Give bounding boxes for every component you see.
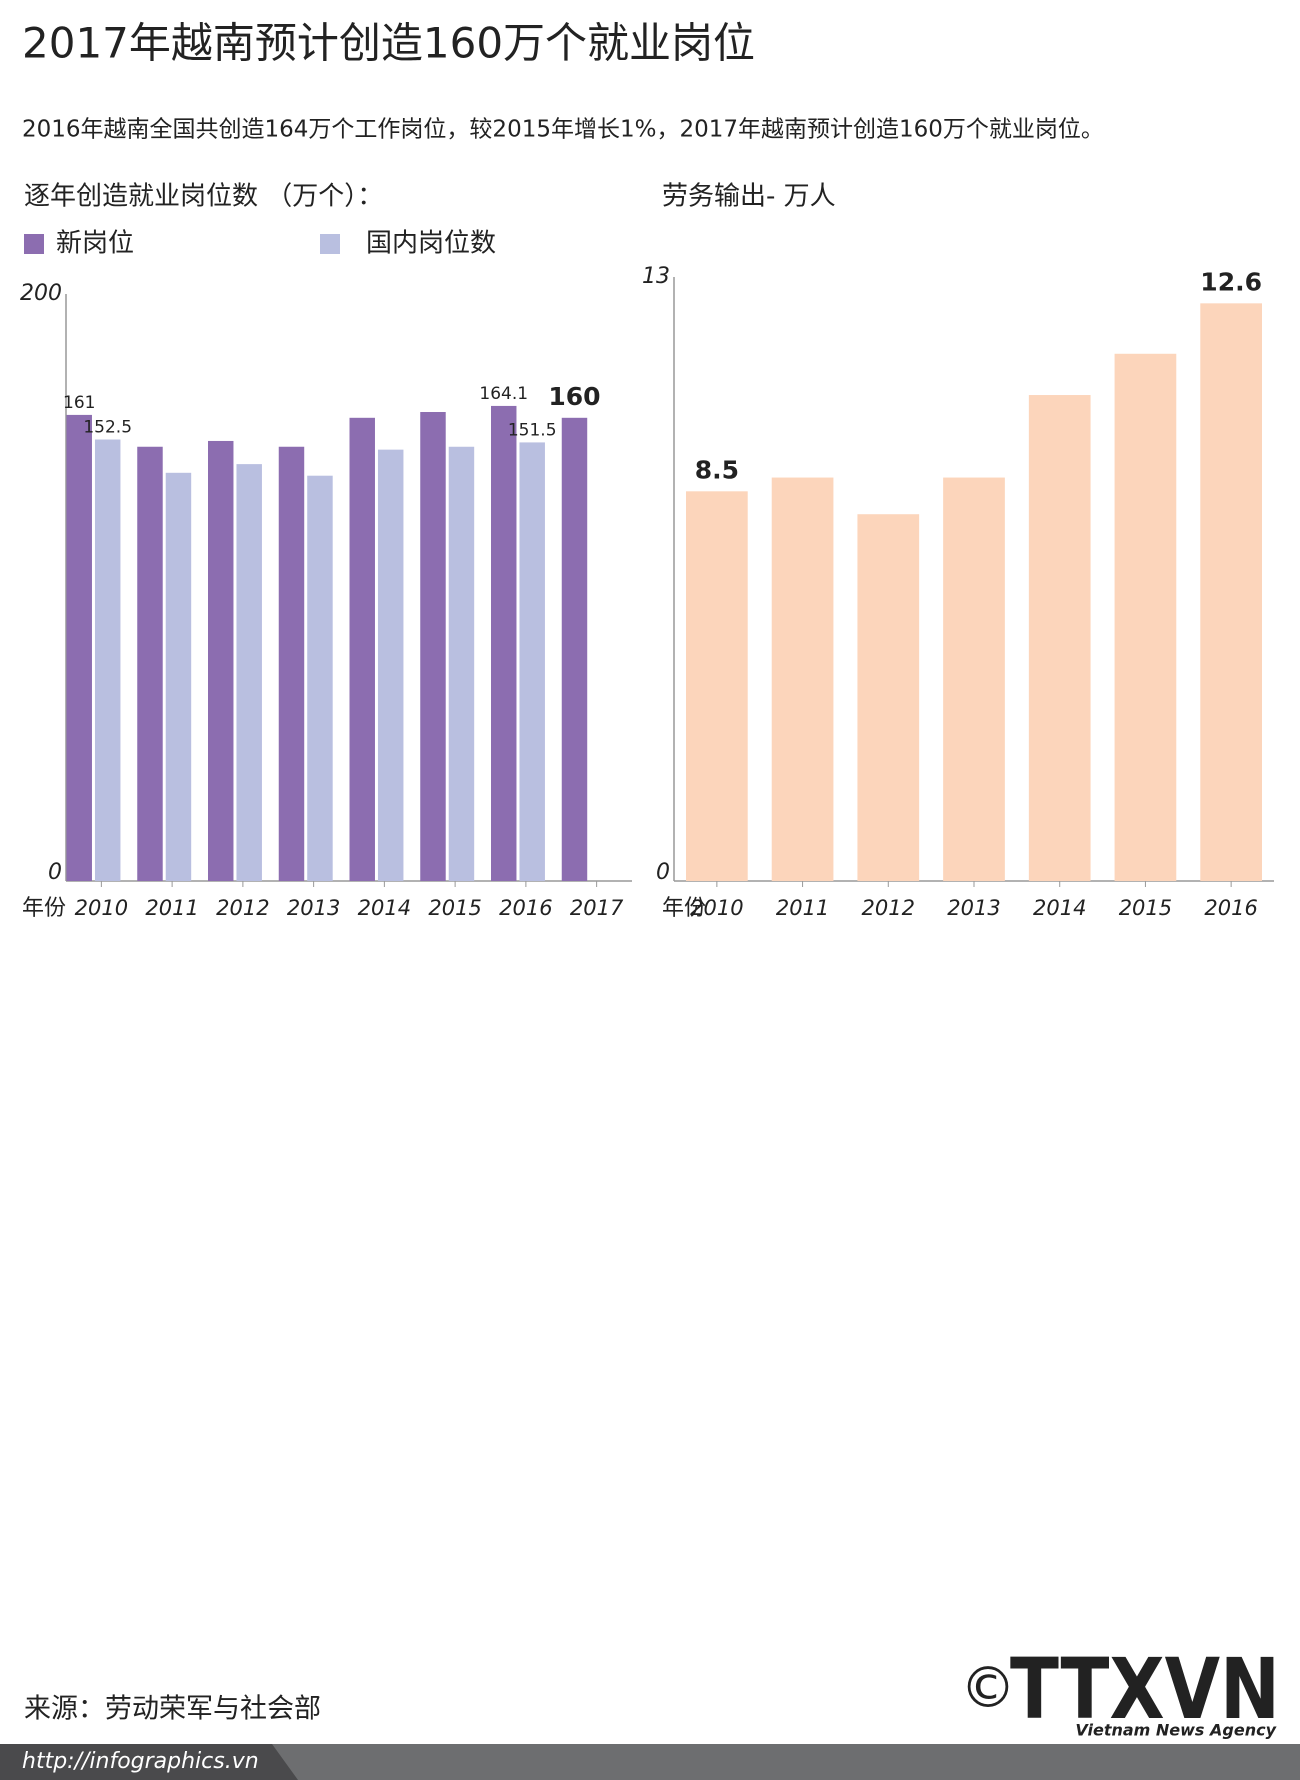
x-tick-label: 2011 <box>145 896 198 920</box>
x-tick-label: 2017 <box>570 896 624 920</box>
chart-title: 劳务输出- 万人 <box>662 182 836 212</box>
bar <box>278 446 305 881</box>
logo: TTXVN <box>1010 1640 1280 1738</box>
value-label: 152.5 <box>83 418 132 438</box>
bar <box>491 405 517 881</box>
x-tick-label: 2010 <box>75 896 128 920</box>
bar <box>771 477 834 881</box>
bar <box>94 439 121 881</box>
source: 来源：劳动荣军与社会部 <box>24 1694 321 1725</box>
page-title: 2017年越南预计创造160万个就业岗位 <box>22 19 755 68</box>
bar <box>519 442 545 881</box>
y-tick-label: 200 <box>20 281 62 306</box>
footer-url[interactable]: http://infographics.vn <box>22 1749 259 1774</box>
bar <box>66 414 92 881</box>
x-tick-label: 2013 <box>287 896 340 920</box>
bar <box>236 464 262 881</box>
x-tick-label: 2014 <box>358 896 411 920</box>
bar <box>165 472 192 881</box>
bar <box>1200 303 1262 881</box>
bar <box>307 475 333 881</box>
y-tick-label: 0 <box>656 860 670 885</box>
value-label: 161 <box>63 393 95 413</box>
x-axis-label: 年份 <box>662 896 706 921</box>
legend-label: 新岗位 <box>56 229 134 259</box>
copyright: © <box>960 1656 1016 1721</box>
legend-swatch <box>24 234 44 254</box>
x-tick-label: 2012 <box>216 896 269 920</box>
value-label: 8.5 <box>695 455 739 484</box>
bar <box>208 440 234 881</box>
x-axis-label: 年份 <box>22 896 66 921</box>
x-tick-label: 2016 <box>1204 896 1257 920</box>
value-label: 160 <box>548 382 600 411</box>
legend-label: 国内岗位数 <box>366 229 496 259</box>
bar <box>377 449 404 881</box>
x-tick-label: 2011 <box>776 896 829 920</box>
value-label: 12.6 <box>1200 267 1262 296</box>
bar <box>349 417 375 881</box>
footer-tab <box>0 1744 298 1780</box>
x-tick-label: 2014 <box>1033 896 1086 920</box>
value-label: 151.5 <box>508 420 557 440</box>
legend-swatch <box>320 234 340 254</box>
x-tick-label: 2015 <box>428 896 481 920</box>
x-tick-label: 2010 <box>690 896 743 920</box>
bar <box>561 417 588 881</box>
x-tick-label: 2012 <box>862 896 915 920</box>
bar <box>448 446 475 881</box>
chart-title: 逐年创造就业岗位数 （万个）： <box>24 182 383 212</box>
bar <box>1028 395 1091 881</box>
bar <box>137 446 163 881</box>
x-tick-label: 2015 <box>1119 896 1172 920</box>
bar <box>420 412 446 881</box>
y-tick-label: 13 <box>642 264 670 289</box>
y-tick-label: 0 <box>48 860 62 885</box>
bar <box>686 491 748 881</box>
x-tick-label: 2016 <box>499 896 552 920</box>
bar <box>1114 353 1177 881</box>
bar <box>857 514 920 881</box>
logo-tagline: Vietnam News Agency <box>1075 1721 1276 1740</box>
bar <box>943 477 1005 881</box>
x-tick-label: 2013 <box>947 896 1000 920</box>
subtitle: 2016年越南全国共创造164万个工作岗位，较2015年增长1%，2017年越南… <box>22 117 1104 143</box>
value-label: 164.1 <box>479 384 528 404</box>
